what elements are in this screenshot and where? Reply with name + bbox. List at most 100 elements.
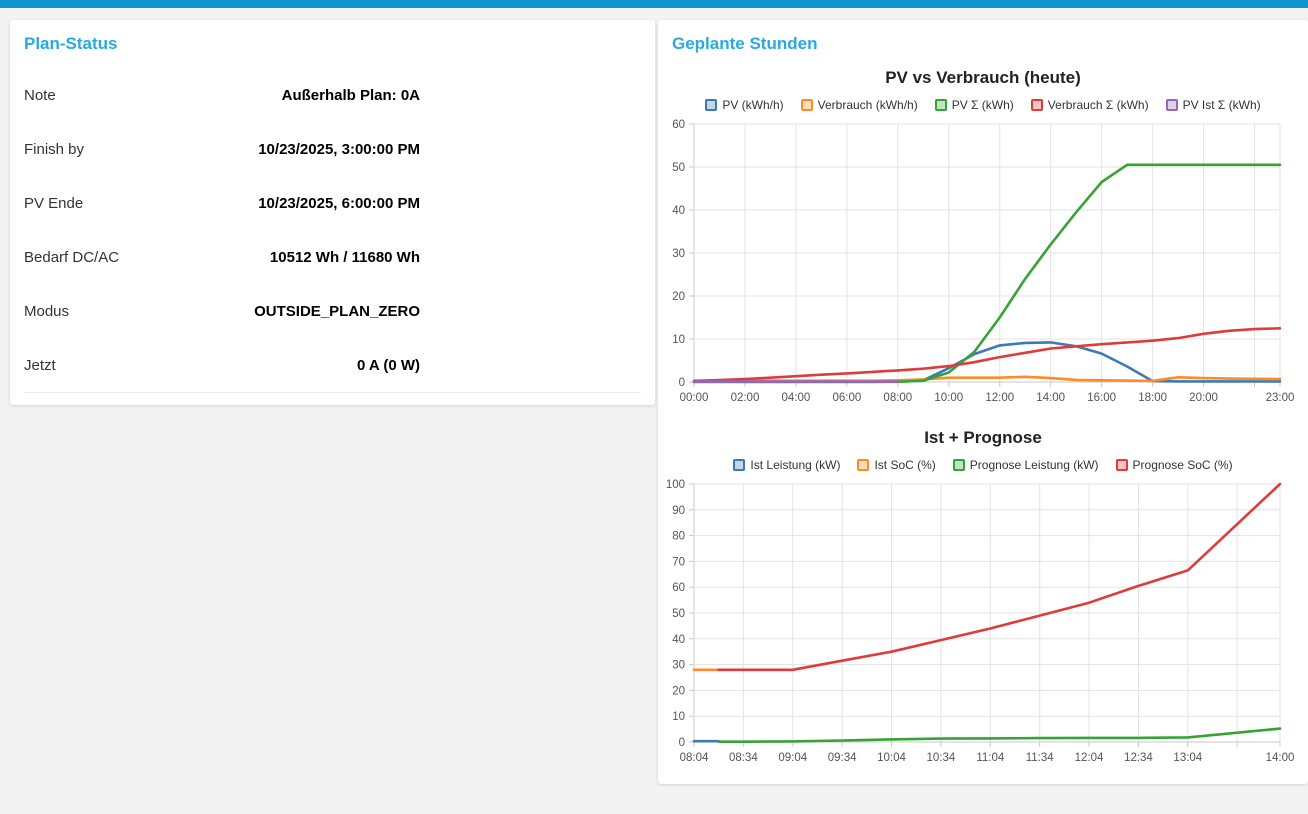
pv-verbrauch-chart-block: PV vs Verbrauch (heute) PV (kWh/h) Verbra… <box>658 68 1308 414</box>
row-label: Jetzt <box>24 356 56 374</box>
svg-text:50: 50 <box>672 608 685 620</box>
legend-item[interactable]: PV (kWh/h) <box>705 98 784 112</box>
pv-verbrauch-chart: 00:00 02:00 04:00 06:00 08:00 10:00 12:00 14:00… <box>672 119 1295 404</box>
svg-text:11:34: 11:34 <box>1026 752 1055 764</box>
svg-text:30: 30 <box>672 660 685 672</box>
legend-swatch-icon <box>800 99 813 111</box>
row-value: 10512 Wh / 11680 Wh <box>269 248 420 266</box>
legend-swatch-icon <box>1165 99 1178 111</box>
row-label: Bedarf DC/AC <box>24 248 120 266</box>
legend-label: Prognose SoC (%) <box>1132 458 1233 472</box>
svg-text:10:34: 10:34 <box>927 752 956 764</box>
legend-label: Verbrauch (kWh/h) <box>817 98 918 112</box>
legend-swatch-icon <box>733 459 746 471</box>
svg-text:40: 40 <box>672 634 685 646</box>
svg-text:10: 10 <box>672 334 685 346</box>
svg-text:12:04: 12:04 <box>1075 752 1104 764</box>
legend-label: Verbrauch Σ (kWh) <box>1047 98 1149 112</box>
plan-status-table: Note Außerhalb Plan: 0A Finish by 10/23/… <box>24 68 641 393</box>
legend-item[interactable]: PV Σ (kWh) <box>934 98 1014 112</box>
plan-status-row-bedarf: Bedarf DC/AC 10512 Wh / 11680 Wh <box>24 230 641 284</box>
row-value: 10/23/2025, 3:00:00 PM <box>258 140 420 158</box>
svg-text:04:00: 04:00 <box>782 392 811 404</box>
plan-status-row-finish-by: Finish by 10/23/2025, 3:00:00 PM <box>24 122 641 176</box>
svg-text:16:00: 16:00 <box>1087 392 1116 404</box>
plan-status-row-note: Note Außerhalb Plan: 0A <box>24 68 641 122</box>
legend-item[interactable]: Verbrauch Σ (kWh) <box>1030 98 1149 112</box>
svg-text:0: 0 <box>679 737 685 749</box>
legend-label: Ist Leistung (kW) <box>750 458 841 472</box>
svg-text:12:00: 12:00 <box>985 392 1014 404</box>
ist-prognose-chart: 08:04 08:34 09:04 09:34 10:04 10:34 11:04 11:34… <box>666 479 1295 764</box>
legend-item[interactable]: PV Ist Σ (kWh) <box>1165 98 1261 112</box>
legend-label: Prognose Leistung (kW) <box>969 458 1099 472</box>
svg-text:08:00: 08:00 <box>883 392 912 404</box>
legend-item[interactable]: Verbrauch (kWh/h) <box>800 98 918 112</box>
row-label: PV Ende <box>24 194 84 212</box>
legend-swatch-icon <box>1030 99 1043 111</box>
legend-item[interactable]: Prognose Leistung (kW) <box>952 458 1099 472</box>
svg-text:13:04: 13:04 <box>1173 752 1202 764</box>
svg-text:10: 10 <box>672 711 685 723</box>
svg-text:09:34: 09:34 <box>828 752 857 764</box>
row-label: Modus <box>24 302 70 320</box>
svg-text:80: 80 <box>672 531 685 543</box>
svg-text:08:04: 08:04 <box>680 752 709 764</box>
svg-text:60: 60 <box>672 582 685 594</box>
svg-text:30: 30 <box>672 248 685 260</box>
svg-text:40: 40 <box>672 205 685 217</box>
svg-text:60: 60 <box>672 119 685 131</box>
legend-label: Ist SoC (%) <box>874 458 936 472</box>
pv-verbrauch-chart-title: PV vs Verbrauch (heute) <box>885 68 1081 87</box>
svg-text:14:00: 14:00 <box>1266 752 1295 764</box>
svg-text:09:04: 09:04 <box>778 752 807 764</box>
row-label: Note <box>24 86 56 104</box>
plan-status-title: Plan-Status <box>24 34 118 53</box>
svg-text:12:34: 12:34 <box>1124 752 1153 764</box>
row-value: 0 A (0 W) <box>356 356 420 374</box>
row-label: Finish by <box>24 140 85 158</box>
plan-status-row-pv-ende: PV Ende 10/23/2025, 6:00:00 PM <box>24 176 641 230</box>
planned-hours-title: Geplante Stunden <box>672 34 818 53</box>
svg-text:23:00: 23:00 <box>1266 392 1295 404</box>
svg-text:11:04: 11:04 <box>976 752 1005 764</box>
ist-prognose-chart-block: Ist + Prognose Ist Leistung (kW) Ist SoC … <box>658 428 1308 774</box>
svg-text:10:04: 10:04 <box>877 752 906 764</box>
svg-text:100: 100 <box>666 479 685 491</box>
svg-text:02:00: 02:00 <box>731 392 760 404</box>
svg-text:90: 90 <box>672 505 685 517</box>
legend-label: PV (kWh/h) <box>722 98 784 112</box>
pv-verbrauch-legend: PV (kWh/h) Verbrauch (kWh/h) PV Σ (kWh) Ver… <box>658 98 1308 112</box>
legend-item[interactable]: Prognose SoC (%) <box>1115 458 1233 472</box>
top-accent-bar <box>0 0 1308 8</box>
legend-swatch-icon <box>857 459 870 471</box>
legend-swatch-icon <box>952 459 965 471</box>
legend-swatch-icon <box>705 99 718 111</box>
svg-text:10:00: 10:00 <box>934 392 963 404</box>
plan-status-row-jetzt: Jetzt 0 A (0 W) <box>24 338 641 392</box>
legend-item[interactable]: Ist Leistung (kW) <box>733 458 840 472</box>
legend-label: PV Ist Σ (kWh) <box>1182 98 1261 112</box>
svg-text:00:00: 00:00 <box>680 392 709 404</box>
row-value: Außerhalb Plan: 0A <box>281 86 420 104</box>
ist-prognose-legend: Ist Leistung (kW) Ist SoC (%) Prognose Lei… <box>658 458 1308 472</box>
svg-text:08:34: 08:34 <box>729 752 758 764</box>
svg-text:18:00: 18:00 <box>1138 392 1167 404</box>
plan-status-card: Plan-Status Note Außerhalb Plan: 0A Fini… <box>10 20 655 405</box>
legend-label: PV Σ (kWh) <box>951 98 1014 112</box>
dashboard-page: Plan-Status Note Außerhalb Plan: 0A Fini… <box>0 8 1308 784</box>
plan-status-row-modus: Modus OUTSIDE_PLAN_ZERO <box>24 284 641 338</box>
svg-text:20: 20 <box>672 291 685 303</box>
legend-item[interactable]: Ist SoC (%) <box>857 458 936 472</box>
svg-text:20: 20 <box>672 685 685 697</box>
row-value: 10/23/2025, 6:00:00 PM <box>258 194 420 212</box>
planned-hours-card: Geplante Stunden PV vs Verbrauch (heute)… <box>658 20 1308 784</box>
ist-prognose-chart-title: Ist + Prognose <box>924 428 1042 447</box>
svg-text:0: 0 <box>679 377 685 389</box>
svg-text:50: 50 <box>672 162 685 174</box>
svg-text:70: 70 <box>672 556 685 568</box>
row-value: OUTSIDE_PLAN_ZERO <box>254 302 420 320</box>
legend-swatch-icon <box>934 99 947 111</box>
legend-swatch-icon <box>1115 459 1128 471</box>
svg-text:14:00: 14:00 <box>1036 392 1065 404</box>
